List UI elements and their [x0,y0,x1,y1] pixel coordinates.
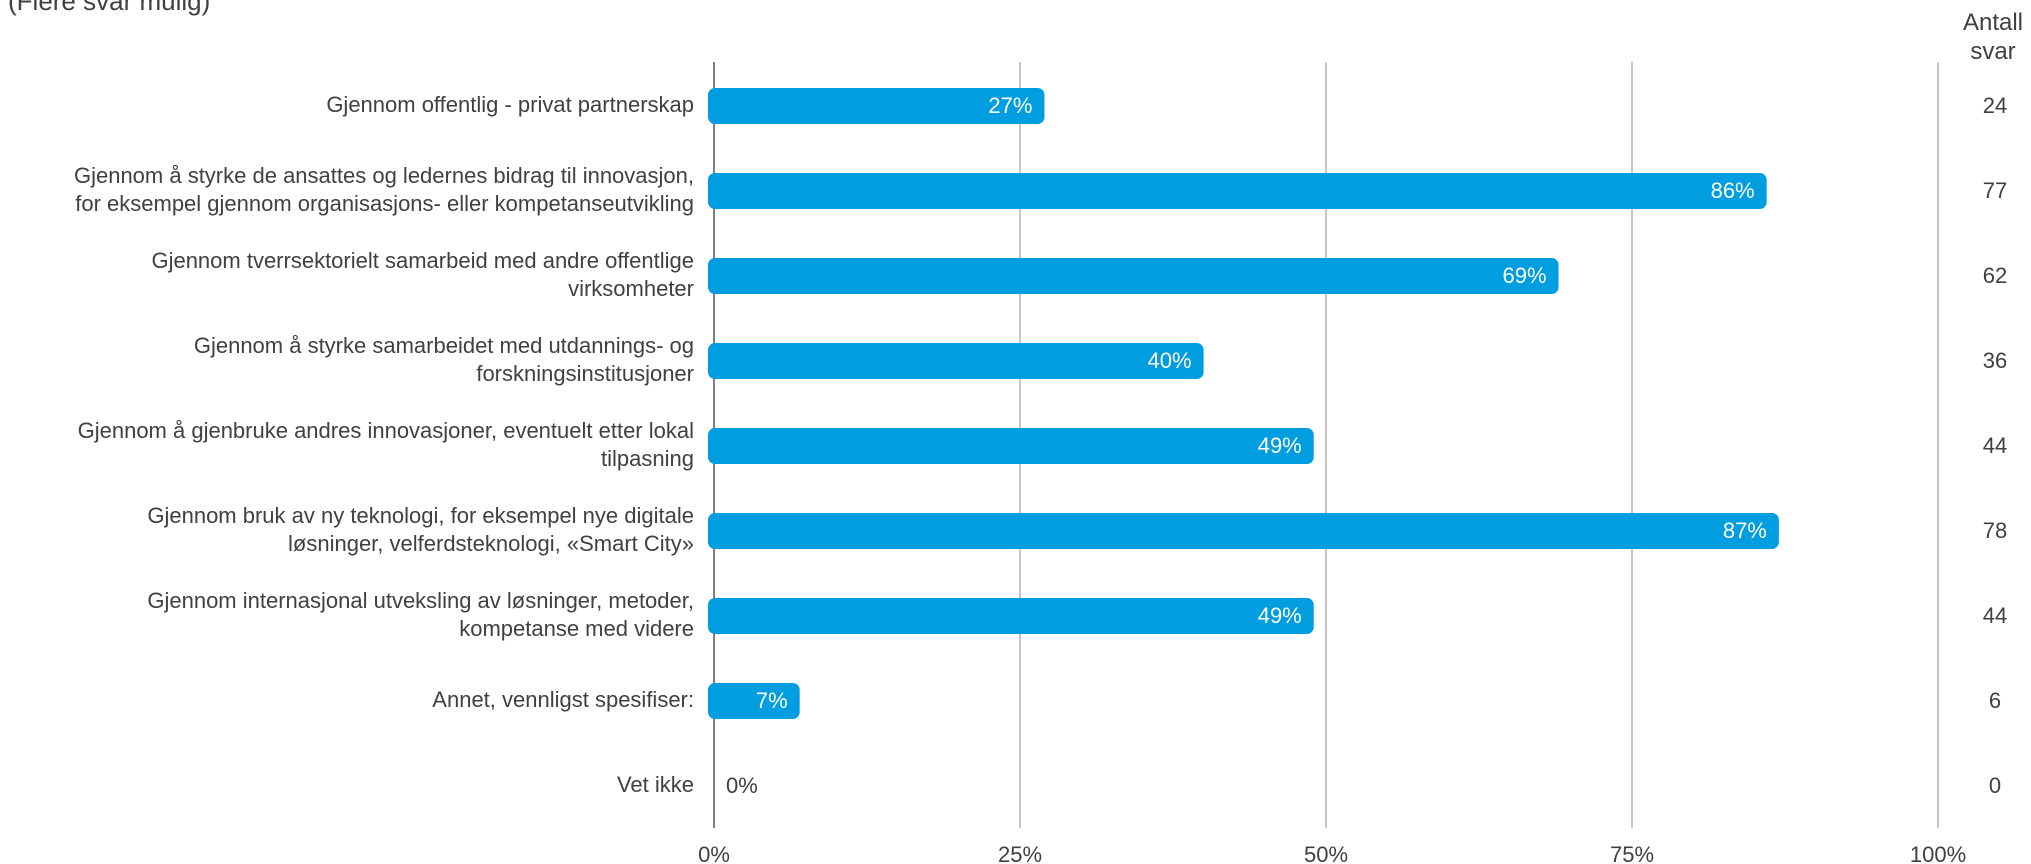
category-label: løsninger, velferdsteknologi, «Smart Cit… [288,531,694,556]
count-value: 78 [1983,518,2007,543]
data-label: 49% [1258,603,1302,628]
category-label: Gjennom å gjenbruke andres innovasjoner,… [78,418,694,443]
x-tick-label: 50% [1304,842,1348,864]
category-label: for eksempel gjennom organisasjons- elle… [75,191,694,216]
count-value: 24 [1983,93,2007,118]
count-value: 77 [1983,178,2007,203]
category-label: Vet ikke [617,772,694,797]
count-value: 62 [1983,263,2007,288]
data-label: 27% [988,93,1032,118]
data-label: 87% [1723,518,1767,543]
x-tick-label: 75% [1610,842,1654,864]
bar [708,343,1204,379]
count-value: 0 [1989,773,2001,798]
bar [708,513,1779,549]
chart-subtitle: (Flere svar mulig) [8,0,211,16]
category-label: Gjennom bruk av ny teknologi, for eksemp… [147,503,694,528]
bar [708,88,1045,124]
data-label: 69% [1503,263,1547,288]
category-label: Gjennom offentlig - privat partnerskap [326,92,694,117]
count-value: 6 [1989,688,2001,713]
bar [708,683,800,719]
data-label: 0% [726,773,758,798]
data-label: 49% [1258,433,1302,458]
category-label: tilpasning [601,446,694,471]
category-label: Gjennom tverrsektorielt samarbeid med an… [151,248,694,273]
bar [708,428,1314,464]
count-column-header: Antall svar [1962,9,2024,65]
x-tick-label: 0% [698,842,730,864]
data-label: 86% [1711,178,1755,203]
data-label: 7% [756,688,788,713]
category-label: Annet, vennligst spesifiser: [432,687,694,712]
category-label: forskningsinstitusjoner [476,361,694,386]
bar [708,598,1314,634]
category-label: virksomheter [568,276,694,301]
category-label: Gjennom internasjonal utveksling av løsn… [147,588,694,613]
x-tick-label: 25% [998,842,1042,864]
x-tick-label: 100% [1910,842,1966,864]
category-label: kompetanse med videre [459,616,694,641]
count-value: 44 [1983,603,2007,628]
count-value: 44 [1983,433,2007,458]
category-label: Gjennom å styrke samarbeidet med utdanni… [194,333,694,358]
bar [708,258,1559,294]
data-label: 40% [1148,348,1192,373]
bar [708,173,1767,209]
category-label: Gjennom å styrke de ansattes og ledernes… [74,163,694,188]
count-value: 36 [1983,348,2007,373]
